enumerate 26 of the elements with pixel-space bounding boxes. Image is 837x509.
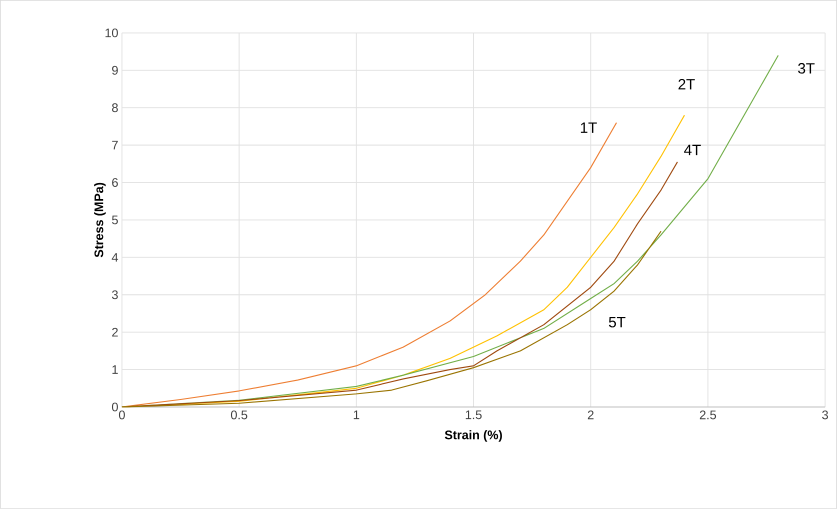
y-tick-label: 1 bbox=[112, 365, 118, 374]
y-tick-label: 6 bbox=[112, 178, 118, 187]
line-series bbox=[121, 230, 662, 408]
y-tick-label: 2 bbox=[112, 328, 118, 337]
x-tick-label: 3 bbox=[822, 410, 828, 420]
series-label: 1T bbox=[580, 122, 597, 133]
series-label: 3T bbox=[798, 63, 815, 74]
series-label: 2T bbox=[678, 79, 695, 90]
y-tick-label: 7 bbox=[112, 140, 118, 150]
x-tick-label: 1 bbox=[354, 410, 360, 420]
y-tick-label: 9 bbox=[112, 66, 118, 75]
x-tick-label: 2 bbox=[588, 410, 594, 420]
x-axis-title: Strain (%) bbox=[444, 430, 502, 442]
y-axis-title: Stress (MPa) bbox=[94, 182, 106, 258]
x-tick-label: 0 bbox=[118, 410, 125, 420]
x-tick-label: 0.5 bbox=[230, 410, 248, 420]
y-tick-label: 3 bbox=[112, 290, 118, 300]
series-label: 4T bbox=[684, 144, 701, 156]
y-tick-label: 5 bbox=[112, 216, 118, 224]
y-tick-label: 0 bbox=[112, 402, 118, 412]
y-tick-label: 4 bbox=[112, 253, 118, 262]
series-label: 5T bbox=[608, 317, 626, 328]
y-tick-label: 10 bbox=[106, 28, 118, 38]
x-tick-label: 1.5 bbox=[466, 410, 482, 420]
y-tick-label: 8 bbox=[112, 103, 118, 112]
x-tick-label: 2.5 bbox=[700, 410, 716, 420]
